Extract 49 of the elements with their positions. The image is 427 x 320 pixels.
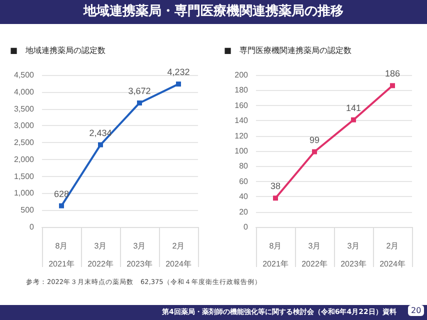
y-tick-label: 140 [234, 116, 249, 126]
point [273, 196, 278, 201]
x-tick-label: 3月 2022年 [88, 242, 114, 268]
y-tick-label: 2,000 [14, 154, 35, 164]
y-tick-label: 0 [30, 222, 35, 232]
y-tick-label: 500 [20, 206, 35, 215]
y-tick-label: 1,000 [14, 188, 35, 198]
point [176, 82, 181, 87]
point [98, 142, 103, 148]
data-label: 628 [54, 188, 70, 199]
data-label: 3,672 [128, 86, 151, 96]
x-tick-label: 3月 2022年 [302, 242, 328, 268]
y-tick-label: 80 [239, 162, 249, 171]
data-label: 99 [309, 134, 320, 145]
data-label: 4,232 [167, 67, 190, 78]
point [59, 203, 64, 208]
y-tick-label: 2,500 [14, 138, 35, 148]
data-label: 2,434 [89, 128, 112, 138]
x-tick-label: 2月 2024年 [380, 242, 406, 268]
data-label: 141 [346, 102, 362, 113]
x-tick-label: 3月 2023年 [340, 242, 366, 268]
x-tick-label: 8月 2021年 [48, 242, 74, 268]
y-tick-label: 0 [244, 222, 249, 232]
x-tick-label: 2月 2024年 [166, 242, 192, 268]
text: 20 [408, 305, 424, 316]
y-tick-label: 40 [239, 192, 249, 202]
data-label: 186 [384, 68, 400, 79]
y-tick-label: 160 [234, 100, 249, 110]
y-tick-label: 180 [234, 86, 249, 95]
y-tick-label: 120 [234, 131, 249, 140]
y-tick-label: 200 [234, 70, 249, 80]
y-tick-label: 4,000 [14, 87, 35, 96]
y-tick-label: 1,500 [14, 172, 35, 181]
x-tick-label: 3月 2023年 [126, 242, 152, 268]
y-tick-label: 3,000 [14, 121, 35, 130]
y-tick-label: 60 [239, 176, 249, 186]
chart-subtitle: ■ 地域連携薬局の認定数 [10, 45, 106, 56]
point [351, 117, 356, 122]
point [390, 83, 395, 88]
point [312, 149, 317, 154]
y-tick-label: 20 [239, 207, 249, 216]
y-tick-label: 4,500 [14, 70, 35, 80]
data-label: 38 [270, 181, 281, 192]
x-tick-label: 8月 2021年 [262, 242, 288, 268]
chart-subtitle: ■ 専門医療機関連携薬局の認定数 [224, 45, 352, 56]
chart-title: 地域連携薬局・専門医療機関連携薬局の推移 [0, 0, 427, 24]
point [137, 100, 142, 106]
y-tick-label: 3,500 [14, 104, 35, 114]
y-tick-label: 100 [234, 146, 249, 156]
